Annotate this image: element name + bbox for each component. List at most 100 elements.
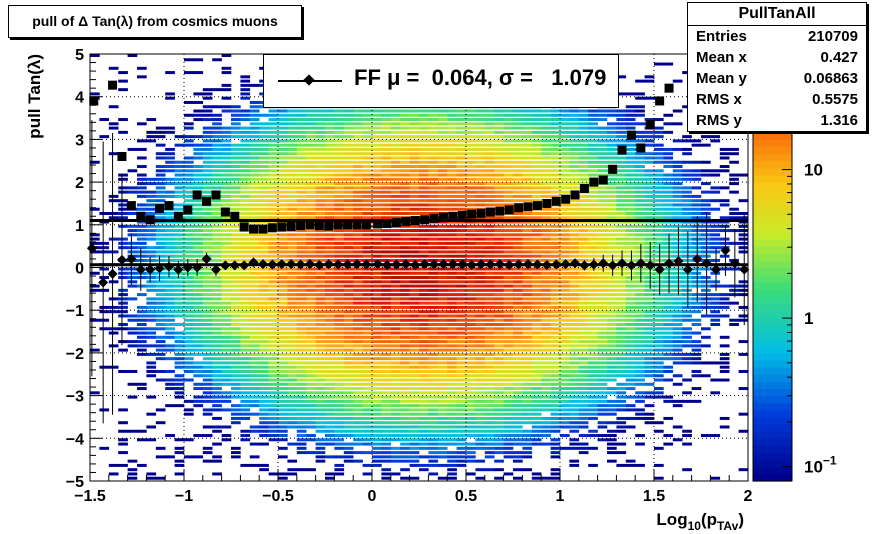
heatmap-cell bbox=[437, 199, 448, 203]
heatmap-cell bbox=[466, 472, 476, 476]
heatmap-cell bbox=[484, 369, 495, 373]
heatmap-cell bbox=[259, 331, 269, 335]
heatmap-cell bbox=[390, 305, 401, 309]
heatmap-cell bbox=[390, 160, 401, 164]
heatmap-cell bbox=[616, 186, 627, 190]
heatmap-cell bbox=[466, 182, 476, 186]
heatmap-cell bbox=[249, 160, 260, 164]
heatmap-cell bbox=[325, 241, 335, 245]
heatmap-cell bbox=[184, 186, 194, 190]
heatmap-cell bbox=[259, 365, 269, 369]
heatmap-cell bbox=[428, 276, 439, 280]
heatmap-cell bbox=[578, 369, 589, 373]
heatmap-cell bbox=[325, 357, 335, 361]
heatmap-cell bbox=[541, 314, 551, 318]
heatmap-cell bbox=[419, 280, 429, 284]
heatmap-cell bbox=[578, 199, 589, 203]
heatmap-cell bbox=[90, 54, 100, 57]
heatmap-cell bbox=[165, 216, 175, 220]
heatmap-cell bbox=[372, 233, 382, 237]
heatmap-cell bbox=[155, 250, 166, 254]
heatmap-cell bbox=[306, 207, 316, 211]
heatmap-cell bbox=[278, 246, 288, 250]
heatmap-cell bbox=[259, 395, 269, 399]
heatmap-cell bbox=[503, 147, 514, 151]
heatmap-cell bbox=[484, 177, 495, 181]
heatmap-cell bbox=[494, 446, 504, 450]
heatmap-cell bbox=[550, 472, 561, 476]
heatmap-cell bbox=[616, 442, 627, 446]
heatmap-cell bbox=[466, 387, 476, 391]
heatmap-cell bbox=[287, 442, 298, 446]
heatmap-cell bbox=[437, 416, 448, 420]
heatmap-cell bbox=[522, 301, 533, 305]
heatmap-cell bbox=[484, 331, 495, 335]
heatmap-cell bbox=[428, 416, 439, 420]
heatmap-cell bbox=[550, 395, 561, 399]
heatmap-cell bbox=[315, 421, 326, 425]
heatmap-cell bbox=[419, 246, 429, 250]
heatmap-cell bbox=[503, 190, 514, 194]
heatmap-cell bbox=[456, 194, 467, 198]
heatmap-cell bbox=[513, 211, 523, 215]
heatmap-cell bbox=[99, 241, 110, 245]
heatmap-cell bbox=[353, 331, 363, 335]
heatmap-cell bbox=[390, 156, 401, 160]
heatmap-cell bbox=[447, 472, 457, 476]
heatmap-cell bbox=[400, 267, 410, 271]
heatmap-cell bbox=[343, 391, 354, 395]
heatmap-cell bbox=[174, 446, 185, 450]
heatmap-cell bbox=[682, 340, 692, 344]
heatmap-cell bbox=[466, 344, 476, 348]
heatmap-cell bbox=[560, 211, 570, 215]
heatmap-cell bbox=[137, 305, 147, 309]
heatmap-cell bbox=[325, 237, 335, 241]
heatmap-cell bbox=[644, 177, 655, 181]
heatmap-cell bbox=[494, 404, 504, 408]
heatmap-cell bbox=[419, 361, 429, 365]
heatmap-cell bbox=[287, 267, 298, 271]
heatmap-cell bbox=[428, 207, 439, 211]
heatmap-cell bbox=[663, 250, 674, 254]
heatmap-cell bbox=[231, 446, 241, 450]
heatmap-cell bbox=[268, 190, 279, 194]
heatmap-cell bbox=[221, 199, 232, 203]
heatmap-cell bbox=[221, 348, 232, 352]
heatmap-cell bbox=[560, 369, 570, 373]
heatmap-cell bbox=[456, 314, 467, 318]
heatmap-cell bbox=[343, 293, 354, 297]
heatmap-cell bbox=[531, 147, 542, 151]
heatmap-cell bbox=[419, 318, 429, 322]
heatmap-cell bbox=[428, 126, 439, 130]
heatmap-cell bbox=[334, 280, 345, 284]
heatmap-cell bbox=[287, 472, 298, 476]
heatmap-cell bbox=[372, 250, 382, 254]
heatmap-cell bbox=[588, 416, 598, 420]
heatmap-cell bbox=[278, 118, 288, 122]
heatmap-cell bbox=[597, 254, 608, 258]
heatmap-cell bbox=[654, 361, 664, 365]
heatmap-cell bbox=[362, 113, 373, 117]
heatmap-cell bbox=[447, 229, 457, 233]
heatmap-cell bbox=[315, 395, 326, 399]
heatmap-cell bbox=[240, 83, 251, 87]
heatmap-cell bbox=[249, 323, 260, 326]
heatmap-cell bbox=[221, 331, 232, 335]
heatmap-cell bbox=[672, 357, 683, 361]
heatmap-cell bbox=[372, 369, 382, 373]
heatmap-cell bbox=[343, 109, 354, 113]
heatmap-cell bbox=[315, 233, 326, 237]
heatmap-cell bbox=[550, 276, 561, 280]
heatmap-cell bbox=[390, 186, 401, 190]
heatmap-cell bbox=[588, 323, 598, 326]
heatmap-cell bbox=[531, 335, 542, 339]
heatmap-cell bbox=[503, 301, 514, 305]
heatmap-cell bbox=[428, 348, 439, 352]
heatmap-cell bbox=[231, 160, 241, 164]
heatmap-cell bbox=[456, 335, 467, 339]
heatmap-cell bbox=[428, 382, 439, 386]
heatmap-cell bbox=[672, 288, 683, 292]
heatmap-cell bbox=[400, 194, 410, 198]
heatmap-cell bbox=[682, 344, 692, 348]
heatmap-cell bbox=[409, 135, 420, 139]
